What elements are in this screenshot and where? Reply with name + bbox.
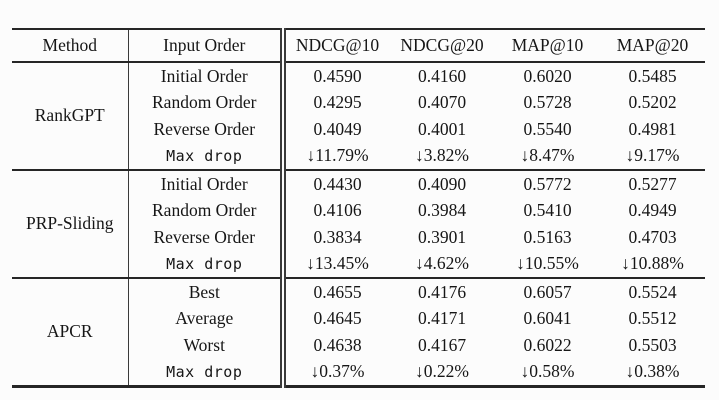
metric-value: 0.4001 xyxy=(417,118,467,139)
row-label-max-drop: Max drop xyxy=(128,358,286,387)
metric-drop-value: ↓10.55% xyxy=(516,253,579,274)
metric-drop-value: ↓8.47% xyxy=(520,145,575,166)
table-row: Reverse Order 0.4049 0.4001 0.5540 0.498… xyxy=(12,116,705,143)
metric-value: 0.4106 xyxy=(313,200,362,221)
metric-value: 0.5163 xyxy=(523,226,572,247)
metric-value: 0.4590 xyxy=(313,65,362,86)
metric-value: 0.4703 xyxy=(628,226,677,247)
row-label: Initial Order xyxy=(128,170,286,198)
row-label: Random Order xyxy=(128,197,286,224)
metric-value: 0.5524 xyxy=(628,281,677,302)
metric-value: 0.4655 xyxy=(313,281,362,302)
metric-value: 0.3834 xyxy=(313,226,362,247)
header-row: Method Input Order NDCG@10 NDCG@20 MAP@1… xyxy=(12,29,705,63)
metric-value: 0.5277 xyxy=(628,173,677,194)
row-label: Average xyxy=(128,305,286,332)
row-label-max-drop: Max drop xyxy=(128,250,286,278)
metric-value: 0.5503 xyxy=(628,334,677,355)
table-row: Random Order 0.4295 0.4070 0.5728 0.5202 xyxy=(12,89,705,116)
metric-value: 0.4645 xyxy=(313,308,362,329)
col-header-input-order: Input Order xyxy=(128,29,286,63)
col-header-ndcg10: NDCG@10 xyxy=(283,29,389,63)
metric-drop-value: ↓13.45% xyxy=(306,253,369,274)
metric-value: 0.4176 xyxy=(417,281,467,302)
metric-value: 0.6057 xyxy=(523,281,572,302)
metric-drop-value: ↓9.17% xyxy=(625,145,680,166)
metric-value: 0.4090 xyxy=(417,173,467,194)
table-row: RankGPT Initial Order 0.4590 0.4160 0.60… xyxy=(12,62,705,170)
col-header-ndcg20: NDCG@20 xyxy=(389,29,495,63)
metric-value: 0.4638 xyxy=(313,334,362,355)
table-row: Average 0.4645 0.4171 0.6041 0.5512 xyxy=(12,305,705,332)
row-label: Initial Order xyxy=(128,62,286,90)
metric-value: 0.4160 xyxy=(417,65,467,86)
metric-value: 0.5410 xyxy=(523,200,572,221)
metric-drop-value: ↓11.79% xyxy=(306,145,369,166)
metric-drop-value: ↓0.58% xyxy=(520,361,575,382)
metric-value: 0.4171 xyxy=(417,308,467,329)
table-row-max-drop: Max drop ↓11.79% ↓3.82% ↓8.47% ↓9.17% xyxy=(12,142,705,170)
metric-value: 0.5202 xyxy=(628,92,677,113)
metric-drop-value: ↓0.38% xyxy=(625,361,680,382)
row-label: Reverse Order xyxy=(128,116,286,143)
table-row-max-drop: Max drop ↓13.45% ↓4.62% ↓10.55% ↓10.88% xyxy=(12,250,705,278)
method-name: PRP-Sliding xyxy=(12,170,129,278)
table-row: PRP-Sliding Initial Order 0.4430 0.4090 … xyxy=(12,170,705,278)
metric-value: 0.6020 xyxy=(523,65,572,86)
table-row: APCR Best 0.4655 0.4176 0.6057 0.5524 xyxy=(12,278,705,387)
metric-value: 0.5540 xyxy=(523,118,572,139)
metric-value: 0.4981 xyxy=(628,118,677,139)
row-label: Best xyxy=(128,278,286,306)
col-header-method: Method xyxy=(12,29,129,63)
results-table: Method Input Order NDCG@10 NDCG@20 MAP@1… xyxy=(12,28,705,388)
metric-value: 0.5728 xyxy=(523,92,572,113)
metric-value: 0.5485 xyxy=(628,65,677,86)
metric-drop-value: ↓4.62% xyxy=(415,253,469,274)
metric-value: 0.4430 xyxy=(313,173,362,194)
group-apcr: APCR Best 0.4655 0.4176 0.6057 0.5524 Av… xyxy=(12,278,705,387)
table-header: Method Input Order NDCG@10 NDCG@20 MAP@1… xyxy=(12,29,705,63)
table-row: Random Order 0.4106 0.3984 0.5410 0.4949 xyxy=(12,197,705,224)
group-rankgpt: RankGPT Initial Order 0.4590 0.4160 0.60… xyxy=(12,62,705,170)
row-label-max-drop: Max drop xyxy=(128,142,286,170)
metric-value: 0.5772 xyxy=(523,173,572,194)
table-row: Reverse Order 0.3834 0.3901 0.5163 0.470… xyxy=(12,224,705,251)
col-header-map20: MAP@20 xyxy=(600,29,705,63)
metric-value: 0.4167 xyxy=(417,334,467,355)
row-label: Worst xyxy=(128,332,286,359)
metric-value: 0.3901 xyxy=(417,226,467,247)
table-row: Worst 0.4638 0.4167 0.6022 0.5503 xyxy=(12,332,705,359)
method-name: APCR xyxy=(12,278,129,387)
row-label: Random Order xyxy=(128,89,286,116)
row-label: Reverse Order xyxy=(128,224,286,251)
method-name: RankGPT xyxy=(12,62,129,170)
metric-value: 0.6041 xyxy=(523,308,572,329)
table-row-max-drop: Max drop ↓0.37% ↓0.22% ↓0.58% ↓0.38% xyxy=(12,358,705,387)
metric-value: 0.5512 xyxy=(628,308,677,329)
col-header-map10: MAP@10 xyxy=(495,29,600,63)
metric-value: 0.4295 xyxy=(313,92,362,113)
group-prp-sliding: PRP-Sliding Initial Order 0.4430 0.4090 … xyxy=(12,170,705,278)
metric-drop-value: ↓3.82% xyxy=(415,145,469,166)
metric-value: 0.4070 xyxy=(417,92,467,113)
metric-value: 0.6022 xyxy=(523,334,572,355)
metric-value: 0.3984 xyxy=(417,200,467,221)
metric-drop-value: ↓10.88% xyxy=(621,253,684,274)
metric-value: 0.4049 xyxy=(313,118,362,139)
metric-drop-value: ↓0.22% xyxy=(415,361,469,382)
metric-drop-value: ↓0.37% xyxy=(310,361,365,382)
metric-value: 0.4949 xyxy=(628,200,677,221)
